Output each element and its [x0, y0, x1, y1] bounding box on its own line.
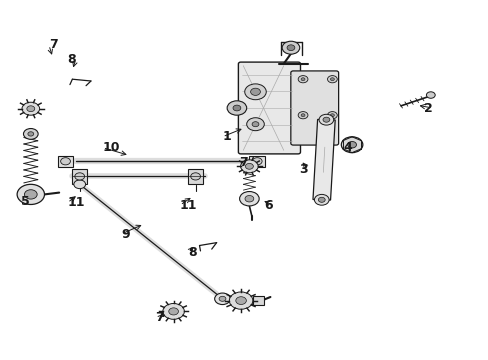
Circle shape [246, 118, 264, 131]
Circle shape [240, 160, 258, 173]
Circle shape [229, 292, 252, 309]
Circle shape [74, 180, 85, 189]
Bar [253, 296, 264, 305]
Bar [188, 169, 203, 184]
Circle shape [322, 117, 329, 122]
Circle shape [232, 105, 240, 111]
Text: 11: 11 [67, 196, 85, 209]
Text: 10: 10 [102, 141, 120, 154]
Circle shape [327, 76, 337, 83]
Circle shape [244, 195, 253, 202]
Circle shape [286, 45, 294, 50]
Circle shape [252, 158, 262, 165]
Text: 9: 9 [121, 228, 130, 240]
Bar [58, 156, 73, 167]
Circle shape [239, 192, 259, 206]
Circle shape [301, 78, 305, 81]
Circle shape [341, 137, 362, 153]
Circle shape [17, 184, 44, 204]
Circle shape [250, 88, 260, 95]
Circle shape [245, 163, 253, 169]
Circle shape [244, 84, 265, 100]
Circle shape [219, 296, 225, 301]
Circle shape [28, 132, 34, 136]
Circle shape [318, 197, 325, 202]
Text: 6: 6 [264, 199, 272, 212]
Circle shape [22, 102, 40, 115]
Circle shape [319, 114, 333, 125]
Text: 8: 8 [188, 246, 197, 259]
Circle shape [190, 173, 200, 180]
Polygon shape [312, 120, 334, 200]
Text: 7: 7 [49, 39, 58, 51]
Circle shape [61, 158, 70, 165]
Text: 3: 3 [299, 163, 307, 176]
Circle shape [426, 92, 434, 98]
FancyBboxPatch shape [290, 71, 338, 145]
Circle shape [347, 141, 356, 148]
Circle shape [24, 190, 37, 199]
Text: 4: 4 [343, 141, 351, 154]
Text: 1: 1 [222, 130, 231, 143]
Circle shape [327, 112, 337, 119]
Circle shape [298, 112, 307, 119]
Circle shape [330, 78, 334, 81]
Circle shape [27, 106, 35, 112]
Bar [249, 156, 264, 167]
Circle shape [23, 129, 38, 139]
Circle shape [330, 114, 334, 117]
Text: 7: 7 [155, 311, 164, 324]
Text: 11: 11 [180, 199, 197, 212]
Circle shape [298, 76, 307, 83]
Circle shape [314, 194, 328, 205]
Circle shape [226, 101, 246, 115]
Circle shape [282, 41, 299, 54]
Text: 8: 8 [67, 53, 76, 66]
Circle shape [168, 308, 178, 315]
Text: 7: 7 [238, 156, 247, 169]
Text: 5: 5 [20, 195, 29, 208]
Circle shape [214, 293, 230, 305]
Text: 2: 2 [423, 102, 432, 114]
Circle shape [163, 303, 184, 319]
Circle shape [252, 122, 259, 127]
Circle shape [235, 297, 246, 305]
Circle shape [75, 173, 84, 180]
FancyBboxPatch shape [238, 62, 300, 154]
Bar [72, 169, 87, 184]
Circle shape [301, 114, 305, 117]
